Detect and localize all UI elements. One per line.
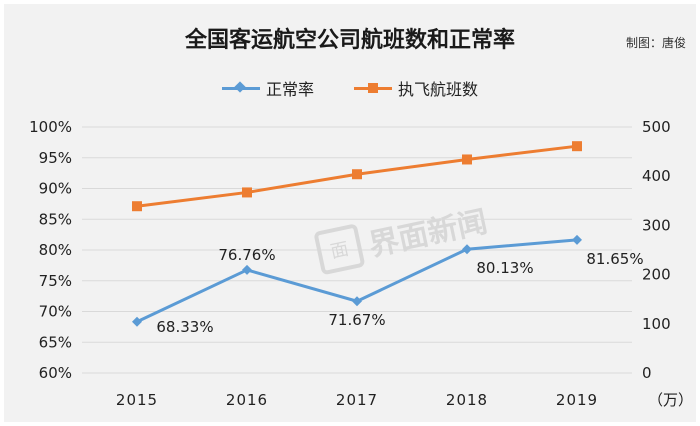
y-left-tick-label: 65% (39, 333, 72, 351)
y-left-tick-label: 100% (29, 118, 72, 136)
x-tick-label: 2018 (446, 391, 488, 409)
flights-point-marker (352, 169, 362, 180)
legend-item-flights: 执飞航班数 (354, 76, 478, 100)
y-right-tick-label: 300 (642, 216, 671, 234)
y-left-tick-label: 60% (39, 364, 72, 382)
y-left-tick-label: 80% (39, 241, 72, 259)
on-time-point-marker (462, 244, 472, 255)
on-time-point-marker (242, 264, 252, 275)
y-left-tick-label: 90% (39, 180, 72, 198)
y-right-tick-label: 400 (642, 167, 671, 185)
on-time-point-marker (132, 316, 142, 327)
x-tick-label: 2017 (336, 391, 378, 409)
legend-swatch-on-time (221, 81, 260, 95)
y-right-tick-label: 100 (642, 315, 671, 333)
legend-swatch-flights (354, 81, 392, 95)
chart-title: 全国客运航空公司航班数和正常率 (184, 28, 515, 53)
y-right-unit-label: （万） (648, 391, 693, 409)
x-tick-label: 2015 (116, 391, 158, 409)
y-right-tick-label: 500 (642, 118, 671, 136)
legend: 正常率 执飞航班数 (0, 76, 700, 100)
legend-label-on-time: 正常率 (265, 80, 314, 99)
x-tick-label: 2016 (226, 391, 268, 409)
on-time-data-label: 81.65% (586, 250, 643, 268)
on-time-data-label: 80.13% (476, 259, 533, 277)
flights-point-marker (462, 154, 472, 165)
credit-text: 制图：唐俊 (625, 36, 686, 50)
y-right-tick-label: 200 (642, 266, 671, 284)
y-left-tick-label: 85% (39, 210, 72, 228)
y-left-tick-label: 70% (39, 303, 72, 321)
flights-point-marker (132, 201, 142, 212)
on-time-data-label: 71.67% (328, 311, 385, 329)
on-time-data-label: 68.33% (156, 318, 213, 336)
flights-point-marker (242, 187, 252, 198)
x-tick-label: 2019 (556, 391, 598, 409)
on-time-data-label: 76.76% (218, 246, 275, 264)
on-time-point-marker (572, 234, 582, 245)
chart-background (4, 4, 696, 422)
legend-label-flights: 执飞航班数 (398, 80, 479, 99)
y-right-tick-label: 0 (642, 364, 652, 382)
y-left-tick-label: 75% (39, 272, 72, 290)
y-left-tick-label: 95% (39, 149, 72, 167)
flights-point-marker (572, 141, 582, 152)
on-time-point-marker (352, 296, 362, 307)
legend-item-on-time: 正常率 (221, 76, 314, 100)
